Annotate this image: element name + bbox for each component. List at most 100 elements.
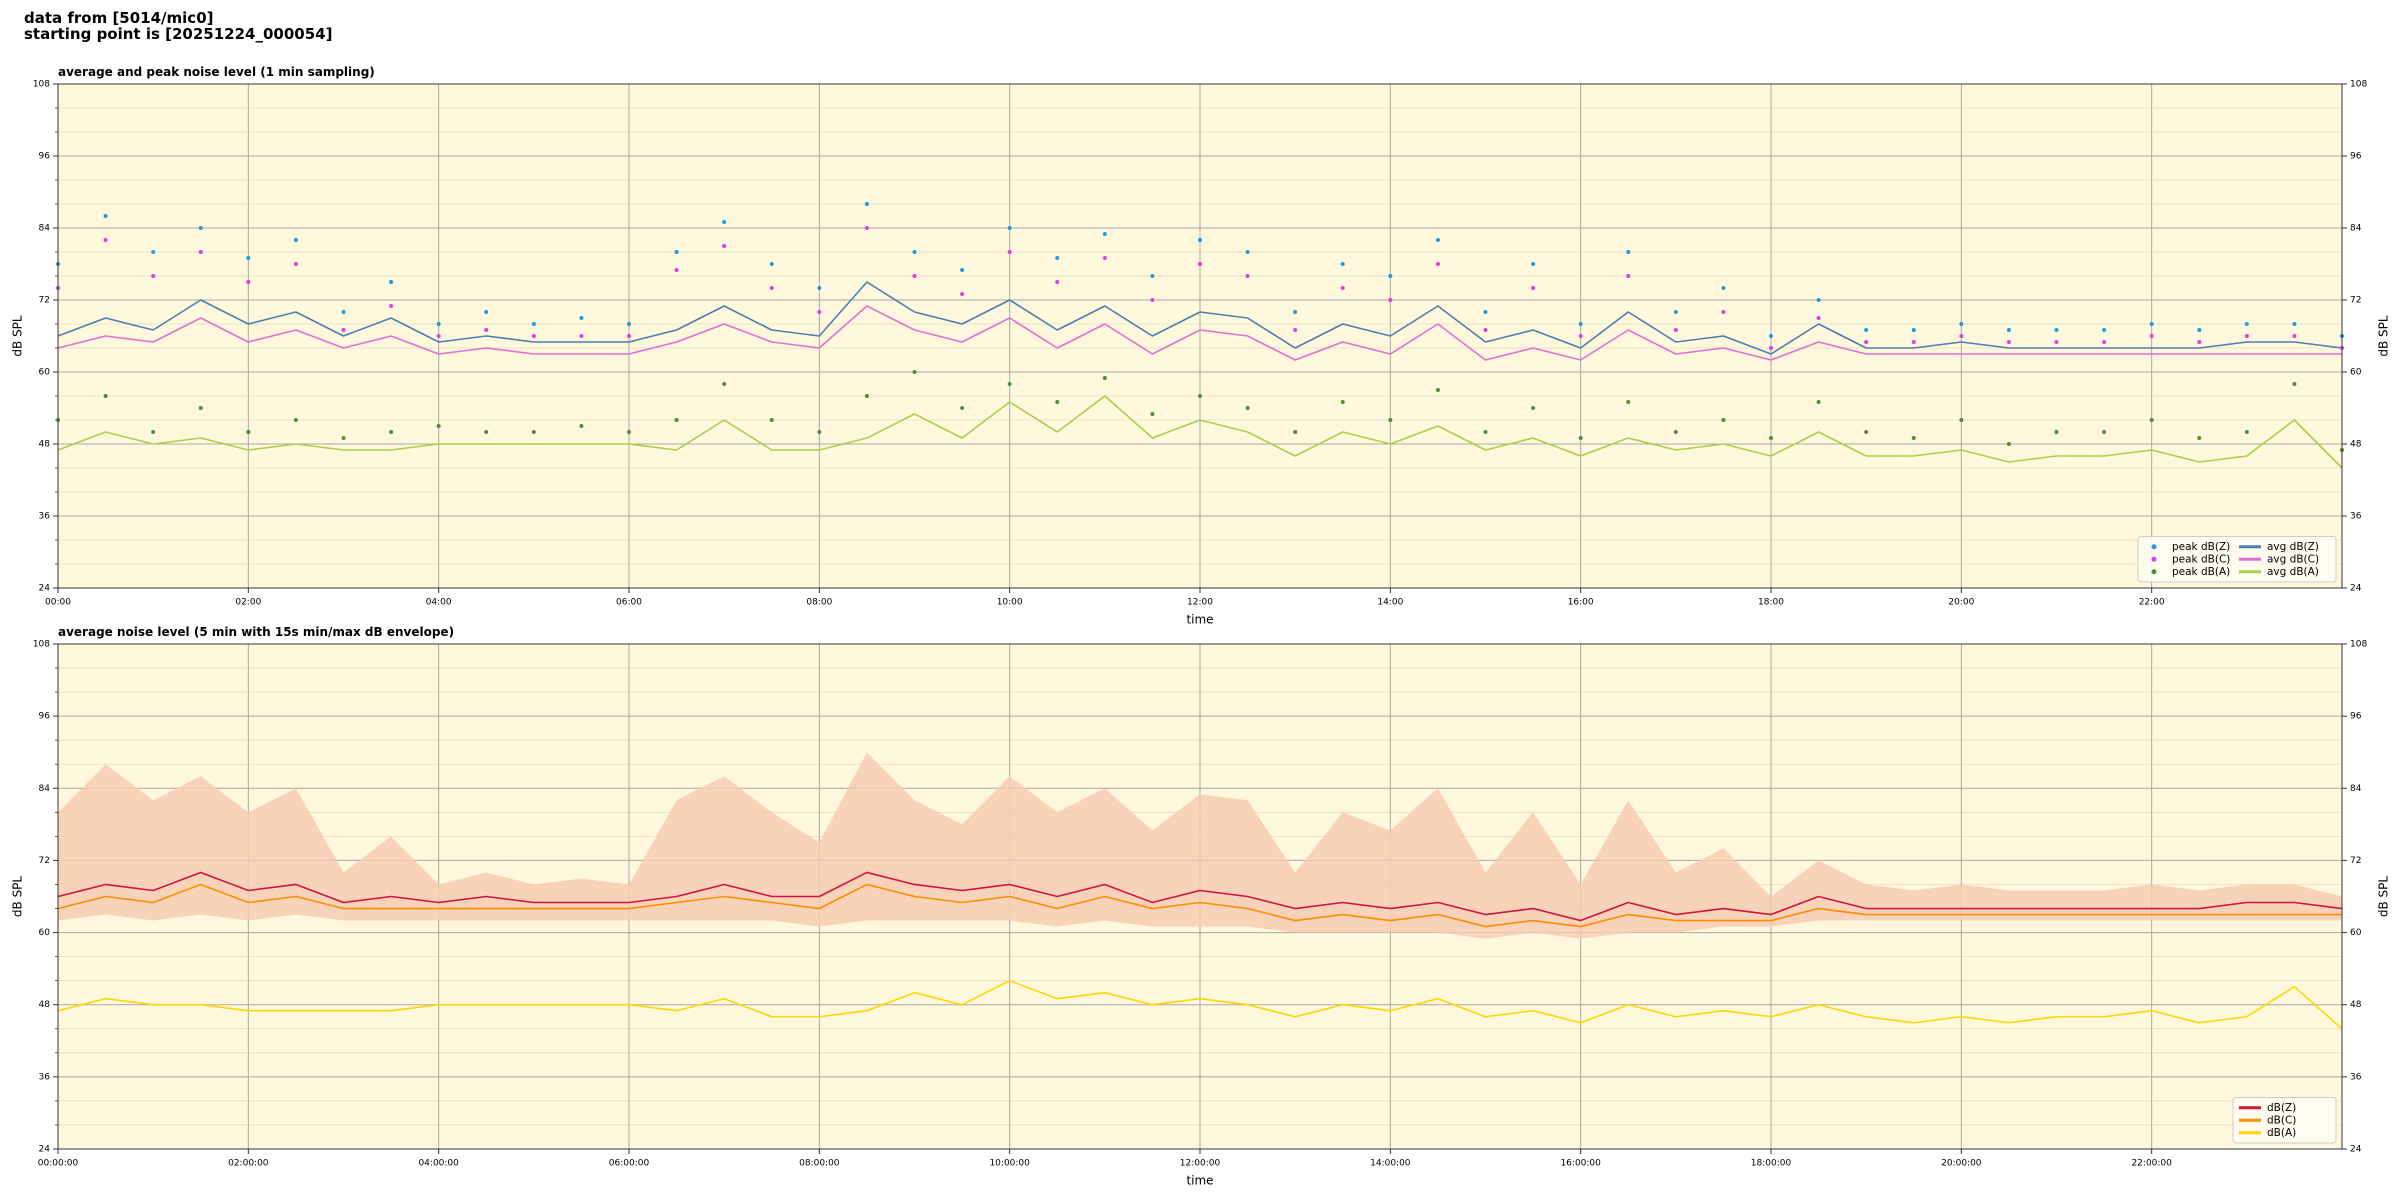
y-tick-label: 84 xyxy=(39,224,51,234)
peak-point xyxy=(1769,346,1773,350)
peak-point xyxy=(769,418,774,422)
peak-point xyxy=(1816,400,1821,404)
peak-point xyxy=(2244,322,2249,326)
x-tick-label: 20:00 xyxy=(1948,598,1974,608)
peak-point xyxy=(1435,262,1440,266)
x-tick-label: 02:00 xyxy=(235,598,261,608)
peak-point xyxy=(1816,298,1821,302)
peak-point xyxy=(1483,310,1488,314)
legend-label: dB(C) xyxy=(2267,1114,2296,1126)
peak-point xyxy=(198,250,203,254)
peak-point xyxy=(769,286,774,290)
peak-point xyxy=(1864,430,1869,434)
x-tick-label: 20:00:00 xyxy=(1941,1159,1982,1169)
legend-label: avg dB(A) xyxy=(2267,566,2319,578)
peak-point xyxy=(627,430,631,434)
plot-frame xyxy=(57,643,2343,1150)
y2-tick-label: 96 xyxy=(2350,152,2362,162)
x-tick-label: 16:00 xyxy=(1568,598,1594,608)
x-tick-label: 10:00 xyxy=(997,598,1023,608)
peak-point xyxy=(2006,340,2011,344)
y-tick-label: 36 xyxy=(39,512,51,522)
y-axis-label: dB SPL xyxy=(11,315,25,357)
peak-point xyxy=(2197,328,2202,332)
peak-point xyxy=(674,268,679,272)
panel: 24 36 48 60 72 84 96 108 24 36 48 60 72 84 96 108 00:00 0… xyxy=(11,65,2391,627)
y-tick-label: 48 xyxy=(39,440,51,450)
peak-point xyxy=(1150,412,1155,416)
peak-point xyxy=(2006,328,2011,332)
peak-point xyxy=(1911,436,1916,440)
peak-point xyxy=(1388,298,1393,302)
plot-frame xyxy=(57,83,2343,589)
y-tick-label: 36 xyxy=(39,1072,51,1082)
peak-point xyxy=(674,250,679,254)
peak-point xyxy=(2292,322,2297,326)
legend-label: peak dB(A) xyxy=(2172,566,2230,578)
peak-point xyxy=(1864,340,1869,344)
peak-point xyxy=(912,250,917,254)
peak-point xyxy=(1245,274,1250,278)
x-tick-label: 02:00:00 xyxy=(228,1159,269,1169)
peak-point xyxy=(246,280,251,284)
peak-point xyxy=(864,202,869,206)
x-tick-label: 08:00 xyxy=(806,598,832,608)
y2-tick-label: 36 xyxy=(2350,1072,2362,1082)
peak-point xyxy=(484,430,489,434)
peak-point xyxy=(1007,250,1012,254)
peak-point xyxy=(2149,418,2154,422)
peak-point xyxy=(531,430,536,434)
header-line: data from [5014/mic0] xyxy=(24,9,214,27)
y2-axis-label: dB SPL xyxy=(2377,315,2391,357)
peak-point xyxy=(1578,334,1583,338)
peak-point xyxy=(2149,322,2154,326)
peak-point xyxy=(1769,436,1773,440)
y2-tick-label: 96 xyxy=(2350,712,2362,722)
peak-point xyxy=(769,262,774,266)
peak-point xyxy=(2054,340,2059,344)
x-axis-label: time xyxy=(1186,613,1213,627)
peak-point xyxy=(1293,430,1298,434)
series-line xyxy=(57,305,2342,361)
peak-point xyxy=(627,334,631,338)
y-tick-label: 72 xyxy=(39,856,50,866)
y-tick-label: 84 xyxy=(39,784,51,794)
peak-point xyxy=(2292,382,2297,386)
peak-point xyxy=(389,304,394,308)
legend-label: avg dB(Z) xyxy=(2267,541,2319,553)
series-line xyxy=(57,883,2342,928)
peak-point xyxy=(1578,436,1583,440)
y2-tick-label: 24 xyxy=(2350,1145,2362,1155)
peak-point xyxy=(1673,328,1678,332)
peak-point xyxy=(674,418,679,422)
series-line xyxy=(57,395,2343,469)
peak-point xyxy=(1150,298,1155,302)
y-tick-label: 48 xyxy=(39,1000,51,1010)
y2-tick-label: 24 xyxy=(2350,584,2362,594)
peak-point xyxy=(1673,310,1678,314)
y-tick-label: 72 xyxy=(39,296,50,306)
peak-point xyxy=(436,334,441,338)
y-tick-label: 24 xyxy=(39,1145,51,1155)
peak-point xyxy=(341,436,346,440)
peak-point xyxy=(246,430,251,434)
peak-point xyxy=(2102,328,2107,332)
peak-point xyxy=(912,274,917,278)
peak-point xyxy=(1150,274,1155,278)
x-tick-label: 00:00 xyxy=(45,598,71,608)
peak-point xyxy=(579,424,584,428)
x-tick-label: 04:00:00 xyxy=(418,1159,459,1169)
peak-point xyxy=(1531,406,1536,410)
peak-point xyxy=(579,334,584,338)
peak-point xyxy=(1721,418,1726,422)
peak-point xyxy=(722,220,727,224)
peak-point xyxy=(1626,274,1631,278)
peak-point xyxy=(1769,334,1773,338)
legend-label: dB(A) xyxy=(2267,1127,2296,1139)
y2-tick-label: 108 xyxy=(2350,80,2367,90)
y2-tick-label: 72 xyxy=(2350,296,2361,306)
legend-label: avg dB(C) xyxy=(2267,553,2319,565)
peak-point xyxy=(864,394,869,398)
peak-point xyxy=(1959,334,1964,338)
